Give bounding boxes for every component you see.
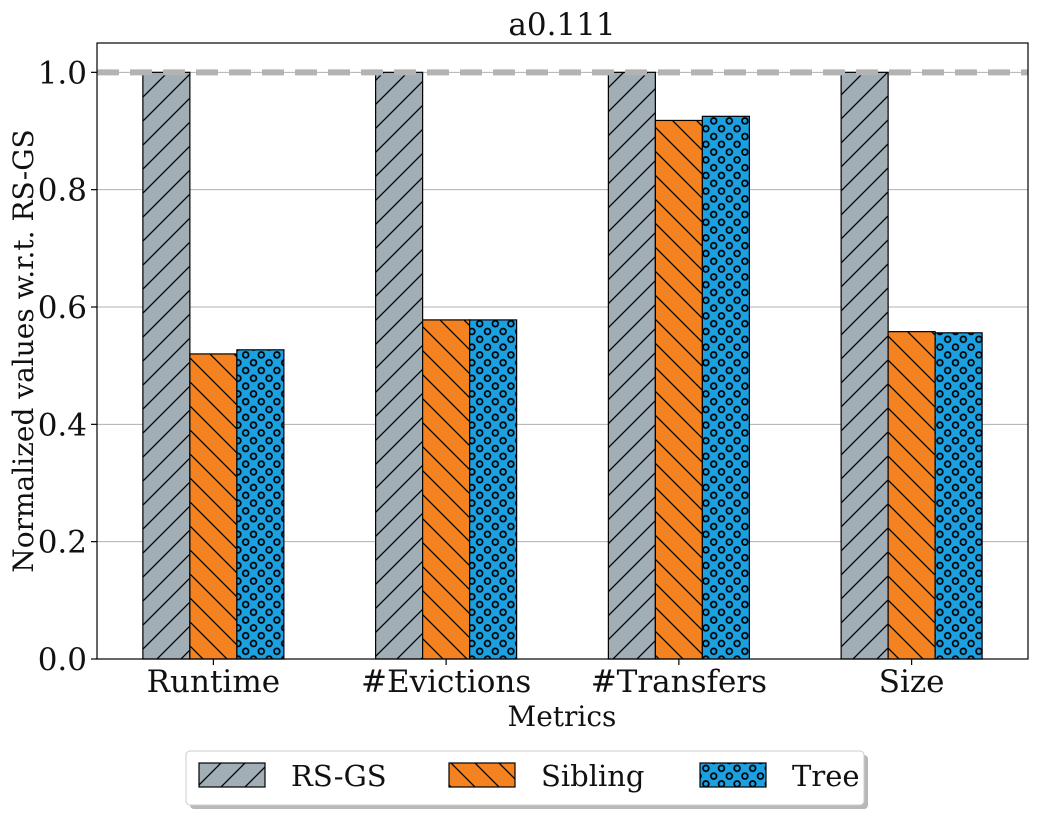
legend-label: RS-GS [291,759,387,793]
bar-sibling-0 [189,353,238,660]
legend-items: RS-GS Sibling Tree [198,759,860,793]
y-tick-label: 0.4 [38,407,87,443]
x-tick-label: Runtime [147,664,280,700]
y-tick-label: 0.6 [38,290,87,326]
bar-tree-3 [934,332,983,660]
legend-label: Tree [792,759,860,793]
plot-frame [96,42,1029,660]
y-axis-ticks: 0.0 0.2 0.4 0.6 0.8 1.0 [38,55,97,678]
chart-title: a0.111 [508,7,615,43]
y-axis-label: Normalized values w.r.t. RS-GS [7,129,40,573]
bar-rs-gs-1 [375,71,424,660]
y-tick-label: 0.8 [38,173,87,209]
bar-sibling-1 [422,319,471,660]
x-tick-label: #Evictions [361,664,531,700]
legend: RS-GS Sibling Tree [185,750,868,809]
legend-item-tree: Tree [699,759,860,793]
bar-rs-gs-2 [607,71,656,660]
legend-label: Sibling [541,759,645,793]
x-axis-ticks: Runtime #Evictions #Transfers Size [147,659,945,700]
y-tick-label: 1.0 [38,55,87,91]
legend-item-rs-gs: RS-GS [198,759,387,793]
y-tick-label: 0.0 [38,642,87,678]
bar-tree-0 [236,349,285,660]
x-tick-label: Size [879,664,945,700]
bar-tree-2 [701,115,750,660]
x-tick-label: #Transfers [591,664,767,700]
bar-rs-gs-3 [840,71,889,660]
bars [142,71,983,660]
legend-box [185,750,865,806]
x-axis-label: Metrics [508,700,617,733]
bar-rs-gs-0 [142,71,191,660]
bar-sibling-3 [887,331,936,660]
bar-tree-1 [469,319,518,660]
bar-sibling-2 [654,119,703,660]
y-tick-label: 0.2 [38,525,87,561]
legend-item-sibling: Sibling [448,759,645,793]
